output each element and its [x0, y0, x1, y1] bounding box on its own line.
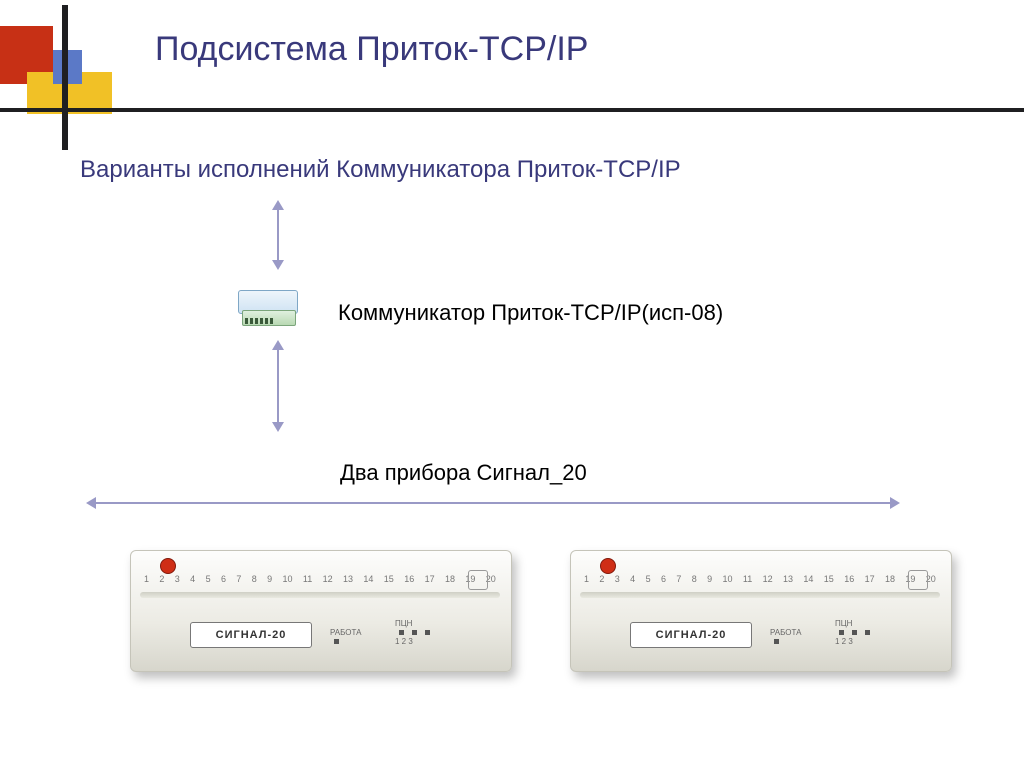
signal20-pcn-text: ПЦН [395, 619, 412, 628]
slide-title: Подсистема Приток-TCP/IP [155, 30, 588, 69]
signal20-work-text: РАБОТА [770, 628, 801, 637]
signal20-work-label: РАБОТА [330, 628, 361, 646]
communicator-front-icon [242, 310, 296, 326]
signal20-work-text: РАБОТА [330, 628, 361, 637]
signal20-body [570, 550, 952, 672]
deco-horizontal-line [0, 108, 1024, 112]
deco-vertical-line [62, 5, 68, 150]
signal20-speaker-icon [468, 570, 488, 590]
two-devices-label: Два прибора Сигнал_20 [340, 460, 587, 486]
signal20-pcn-label: ПЦН 1 2 3 [835, 619, 874, 646]
slide: Подсистема Приток-TCP/IP Варианты исполн… [0, 0, 1024, 768]
signal20-body [130, 550, 512, 672]
signal20-plate: СИГНАЛ-20 [190, 622, 312, 648]
signal20-device-left: 1234567891011121314151617181920 СИГНАЛ-2… [130, 550, 510, 670]
signal20-speaker-icon [908, 570, 928, 590]
signal20-pcn-label: ПЦН 1 2 3 [395, 619, 434, 646]
signal20-pcn-nums: 1 2 3 [395, 637, 413, 646]
communicator-device [236, 290, 300, 330]
signal20-groove [580, 592, 940, 598]
signal20-work-label: РАБОТА [770, 628, 801, 646]
signal20-pcn-text: ПЦН [835, 619, 852, 628]
signal20-pcn-nums: 1 2 3 [835, 637, 853, 646]
signal20-number-strip: 1234567891011121314151617181920 [584, 574, 936, 588]
signal20-led-icon [160, 558, 176, 574]
signal20-plate: СИГНАЛ-20 [630, 622, 752, 648]
communicator-label: Коммуникатор Приток-TCP/IP(исп-08) [338, 300, 723, 326]
signal20-groove [140, 592, 500, 598]
signal20-led-icon [600, 558, 616, 574]
slide-subtitle: Варианты исполнений Коммуникатора Приток… [80, 156, 681, 184]
signal20-number-strip: 1234567891011121314151617181920 [144, 574, 496, 588]
signal20-device-right: 1234567891011121314151617181920 СИГНАЛ-2… [570, 550, 950, 670]
